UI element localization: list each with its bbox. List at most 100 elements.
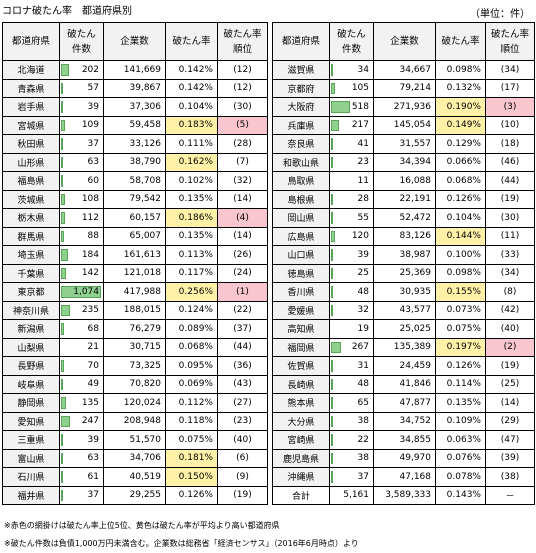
pref-name-cell: 石川県 (2, 467, 60, 487)
table-row: 青森県 57 39,867 0.142% (12) (2, 78, 268, 98)
rate-cell: 0.089% (165, 319, 218, 339)
table-row: 福岡県 267 135,389 0.197% (2) (272, 337, 535, 357)
rank-cell: (42) (485, 300, 535, 320)
rank-cell: (26) (217, 245, 268, 265)
rank-cell: (37) (217, 319, 268, 339)
count-value: 48 (357, 286, 369, 297)
rate-cell: 0.109% (435, 411, 486, 431)
rank-cell: (14) (217, 226, 268, 246)
rank-cell: (30) (485, 208, 535, 228)
companies-cell: 79,214 (373, 78, 436, 98)
unit-label: （単位：件） (470, 9, 530, 20)
companies-cell: 70,820 (103, 374, 166, 394)
pref-name-cell: 栃木県 (2, 208, 60, 228)
note-color-legend: ※赤色の網掛けは破たん率上位5位、黄色は破たん率が平均より高い都道府県 (4, 521, 280, 530)
companies-cell: 65,007 (103, 226, 166, 246)
rate-cell: 0.104% (165, 97, 218, 117)
rank-cell: (10) (485, 115, 535, 135)
pref-name-cell: 鳥取県 (272, 171, 330, 191)
rate-cell: 0.111% (165, 134, 218, 154)
pref-name-cell: 宮崎県 (272, 430, 330, 450)
pref-name-cell: 高知県 (272, 319, 330, 339)
rate-cell: 0.069% (165, 374, 218, 394)
table-row: 岐阜県 49 70,820 0.069% (43) (2, 374, 268, 394)
pref-name-cell: 茨城県 (2, 189, 60, 209)
rate-cell: 0.117% (165, 263, 218, 283)
pref-name-cell: 徳島県 (272, 263, 330, 283)
count-cell: 34 (329, 60, 374, 80)
pref-name-cell: 千葉県 (2, 263, 60, 283)
count-cell: 25 (329, 263, 374, 283)
count-value: 39 (87, 434, 99, 445)
pref-name-cell: 兵庫県 (272, 115, 330, 135)
count-value: 63 (87, 453, 99, 464)
rate-cell: 0.114% (435, 374, 486, 394)
rank-cell: (14) (217, 189, 268, 209)
companies-cell: 58,708 (103, 171, 166, 191)
count-cell: 37 (59, 485, 104, 505)
companies-cell: 34,667 (373, 60, 436, 80)
rate-cell: 0.142% (165, 78, 218, 98)
companies-cell: 141,669 (103, 60, 166, 80)
companies-cell: 25,025 (373, 319, 436, 339)
rate-cell: 0.142% (165, 60, 218, 80)
count-value: 105 (351, 83, 369, 94)
rate-cell: 0.068% (165, 337, 218, 357)
pref-name-cell: 岐阜県 (2, 374, 60, 394)
rate-cell: 0.075% (435, 319, 486, 339)
rank-cell: (34) (485, 60, 535, 80)
rate-cell: 0.135% (435, 393, 486, 413)
rank-cell: (7) (217, 152, 268, 172)
count-bar (331, 138, 333, 150)
count-bar (331, 415, 333, 427)
count-value: 135 (81, 397, 99, 408)
pref-name-cell: 群馬県 (2, 226, 60, 246)
companies-cell: 417,988 (103, 282, 166, 302)
rate-cell: 0.066% (435, 152, 486, 172)
companies-cell: 52,472 (373, 208, 436, 228)
count-cell: 63 (59, 448, 104, 468)
count-cell: 235 (59, 300, 104, 320)
rank-cell: (6) (217, 448, 268, 468)
companies-cell: 41,846 (373, 374, 436, 394)
header-rank: 破たん率 順位 (217, 22, 268, 61)
pref-name-cell: 埼玉県 (2, 245, 60, 265)
table-row: 徳島県 25 25,369 0.098% (34) (272, 263, 535, 283)
companies-cell: 59,458 (103, 115, 166, 135)
companies-cell: 33,126 (103, 134, 166, 154)
companies-cell: 39,867 (103, 78, 166, 98)
total-rank: － (485, 485, 535, 505)
count-cell: 19 (329, 319, 374, 339)
table-row: 大阪府 518 271,936 0.190% (3) (272, 97, 535, 117)
header-count: 破たん 件数 (329, 22, 374, 61)
pref-name-cell: 長崎県 (272, 374, 330, 394)
table-row: 山形県 63 38,790 0.162% (7) (2, 152, 268, 172)
companies-cell: 34,394 (373, 152, 436, 172)
rate-cell: 0.126% (435, 356, 486, 376)
count-value: 55 (357, 212, 369, 223)
pref-name-cell: 福島県 (2, 171, 60, 191)
pref-name-cell: 山形県 (2, 152, 60, 172)
count-bar (61, 378, 63, 390)
header-companies: 企業数 (373, 22, 436, 61)
count-value: 21 (87, 342, 99, 353)
count-value: 41 (357, 138, 369, 149)
count-bar (61, 64, 69, 76)
table-row: 山梨県 21 30,715 0.068% (44) (2, 337, 268, 357)
count-cell: 267 (329, 337, 374, 357)
pref-name-cell: 岡山県 (272, 208, 330, 228)
count-bar (61, 323, 64, 335)
count-cell: 41 (329, 134, 374, 154)
header-rate: 破たん率 (435, 22, 486, 61)
count-bar (331, 64, 333, 76)
companies-cell: 51,570 (103, 430, 166, 450)
pref-name-cell: 青森県 (2, 78, 60, 98)
pref-name-cell: 奈良県 (272, 134, 330, 154)
companies-cell: 47,877 (373, 393, 436, 413)
rank-cell: (19) (217, 485, 268, 505)
rank-cell: (9) (217, 467, 268, 487)
count-cell: 217 (329, 115, 374, 135)
header-rate: 破たん率 (165, 22, 218, 61)
pref-name-cell: 山梨県 (2, 337, 60, 357)
rate-cell: 0.155% (435, 282, 486, 302)
